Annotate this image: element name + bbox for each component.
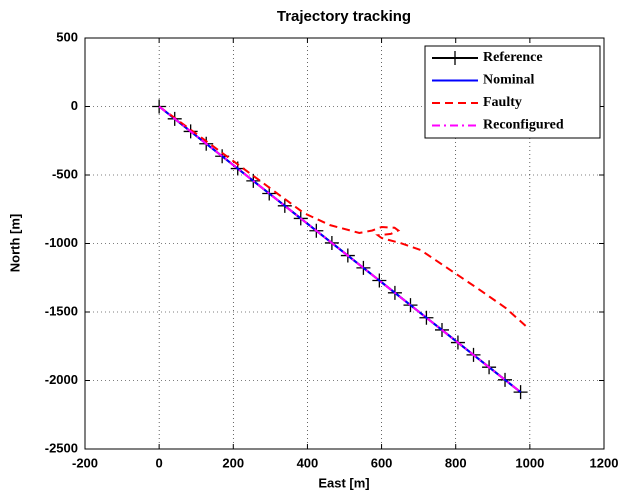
- x-tick-label: 1000: [515, 455, 544, 470]
- x-tick-label: -200: [72, 455, 98, 470]
- x-tick-label: 0: [156, 455, 163, 470]
- y-tick-label: -1500: [45, 303, 78, 318]
- legend-label: Nominal: [483, 73, 534, 88]
- y-axis-label: North [m]: [7, 214, 22, 273]
- x-tick-label: 400: [297, 455, 319, 470]
- legend-label: Faulty: [483, 95, 522, 110]
- x-tick-label: 200: [222, 455, 244, 470]
- legend-marker: [448, 51, 462, 65]
- x-tick-label: 800: [445, 455, 467, 470]
- legend-label: Reference: [483, 50, 543, 65]
- x-tick-label: 600: [371, 455, 393, 470]
- chart-title: Trajectory tracking: [277, 8, 411, 25]
- y-tick-label: -500: [52, 166, 78, 181]
- y-tick-label: -1000: [45, 235, 78, 250]
- y-tick-label: 0: [71, 98, 78, 113]
- series-line: [158, 105, 522, 393]
- legend-label: Reconfigured: [483, 118, 564, 133]
- x-axis-label: East [m]: [318, 475, 369, 490]
- legend-box: [424, 45, 601, 139]
- y-tick-label: -2000: [45, 372, 78, 387]
- y-tick-label: -2500: [45, 440, 78, 455]
- legend: Reference Nominal Faulty Reconfigured: [424, 45, 601, 139]
- plot-frame: [84, 37, 605, 450]
- x-tick-label: 1200: [590, 455, 619, 470]
- y-tick-label: 500: [56, 29, 78, 44]
- series-line: [158, 105, 529, 329]
